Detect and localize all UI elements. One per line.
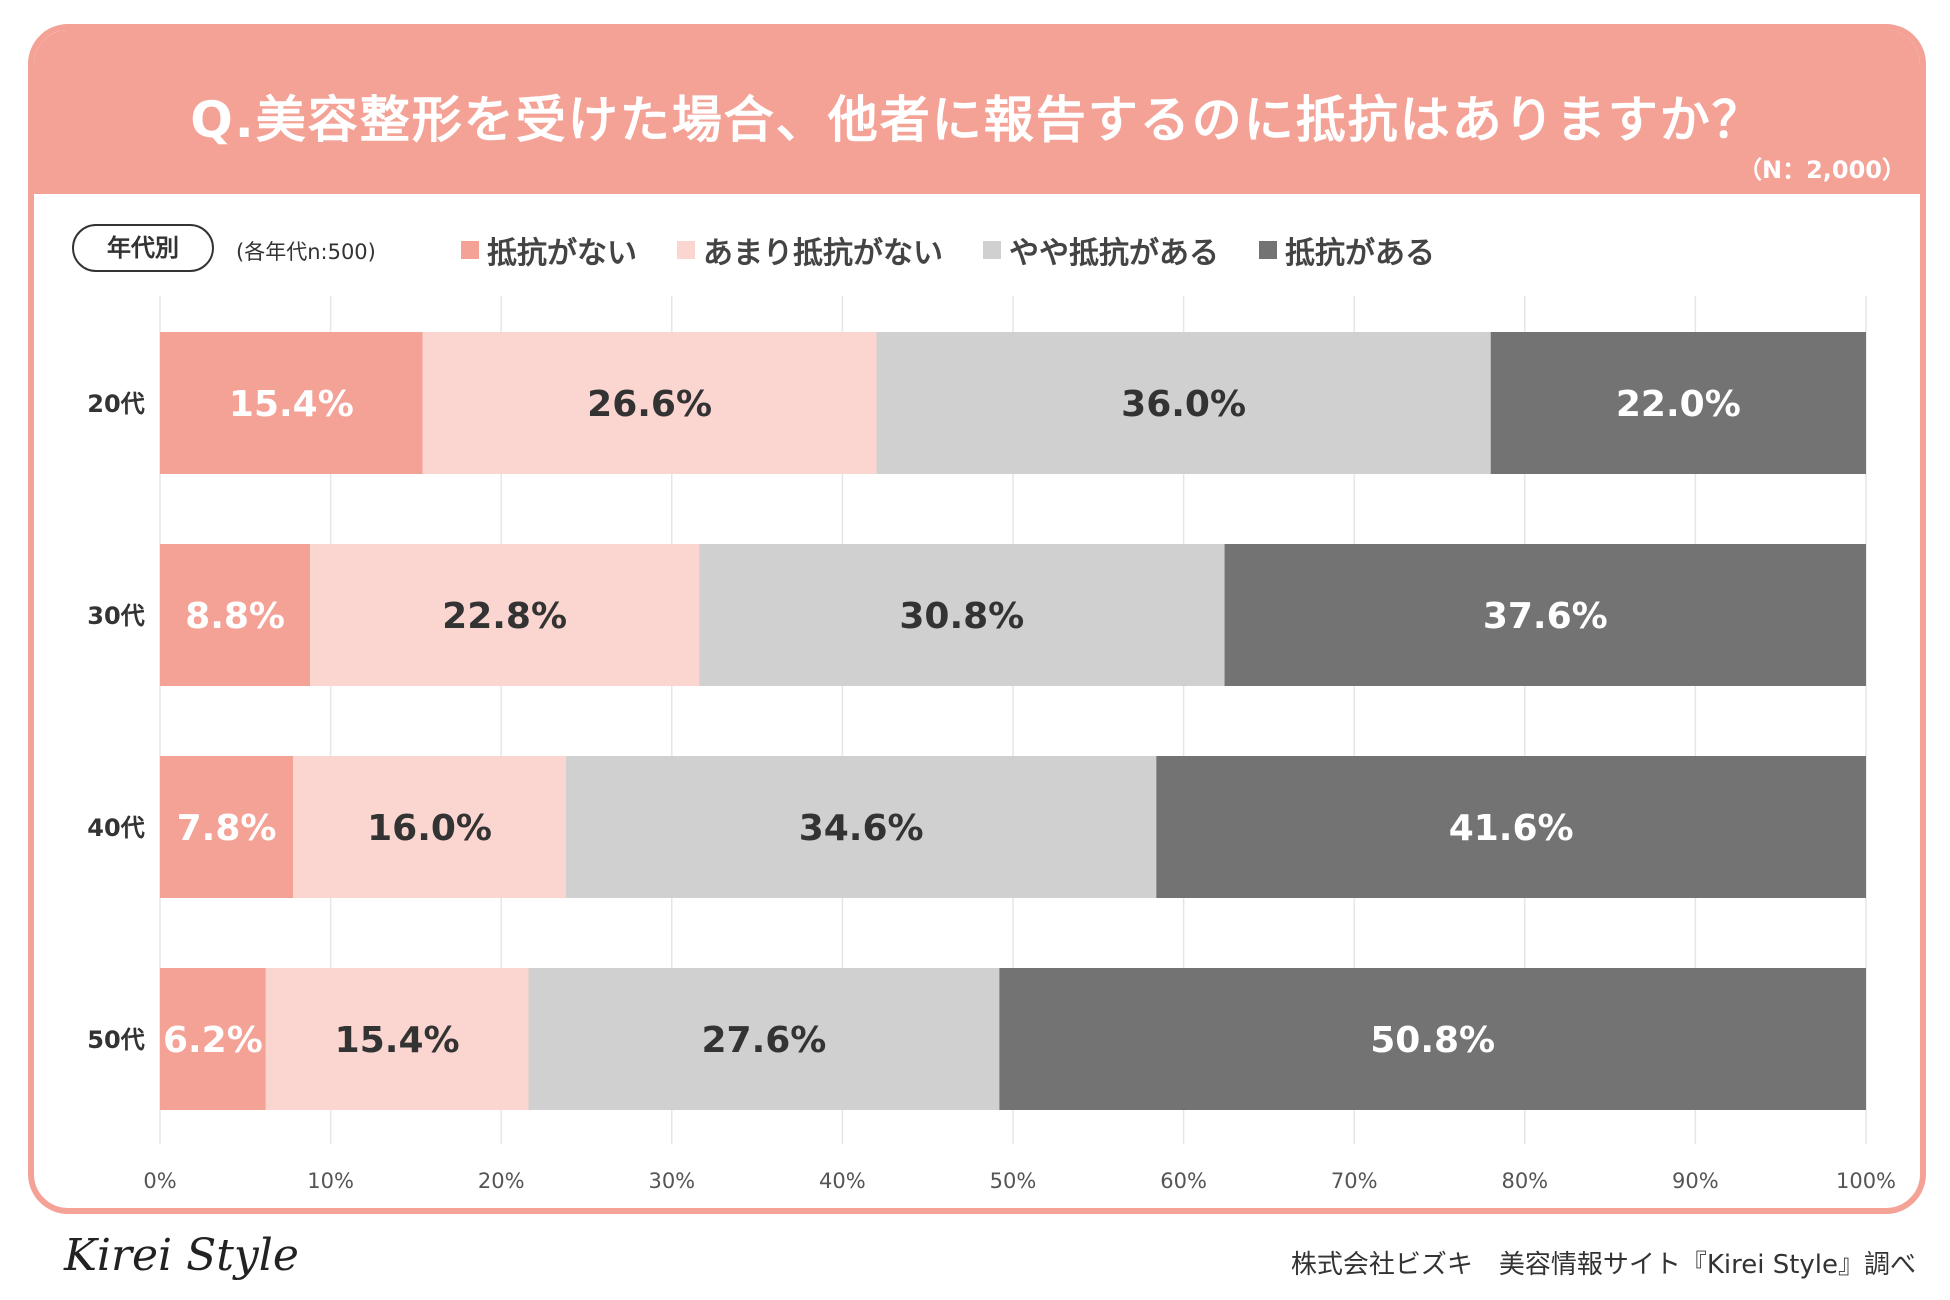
data-label: 22.8% <box>442 596 567 637</box>
x-tick-label: 10% <box>307 1169 354 1193</box>
data-label: 6.2% <box>163 1020 263 1061</box>
legend-item-resistance: 抵抗がある <box>1259 228 1435 272</box>
bar-segment <box>566 756 1157 898</box>
title-banner: Q.美容整形を受けた場合、他者に報告するのに抵抗はありますか？ （N：2,000… <box>34 30 1920 194</box>
bar-segment <box>1156 756 1866 898</box>
legend-swatch <box>1259 241 1277 259</box>
legend-swatch <box>461 241 479 259</box>
bar-segment <box>160 968 266 1110</box>
chart-title: Q.美容整形を受けた場合、他者に報告するのに抵抗はありますか？ <box>190 91 1764 149</box>
source-credit: 株式会社ビズキ 美容情報サイト『Kirei Style』調べ <box>1290 1250 1916 1280</box>
legend-label: 抵抗がない <box>487 236 637 271</box>
category-label: 20代 <box>87 390 144 418</box>
bar-segment <box>160 544 311 686</box>
category-label: 30代 <box>87 602 144 630</box>
chart-card: Q.美容整形を受けた場合、他者に報告するのに抵抗はありますか？ （N：2,000… <box>28 24 1926 1214</box>
legend-label: やや抵抗がある <box>1009 236 1219 271</box>
bar-segment <box>1224 544 1866 686</box>
x-tick-label: 30% <box>648 1169 695 1193</box>
data-label: 15.4% <box>335 1020 460 1061</box>
legend: 抵抗がない あまり抵抗がない やや抵抗がある 抵抗がある <box>461 228 1435 272</box>
age-group-note: (各年代n:500) <box>236 240 376 264</box>
bar-segment <box>528 968 1000 1110</box>
bar-segment <box>999 968 1866 1110</box>
bar-segment <box>160 756 294 898</box>
data-label: 15.4% <box>229 384 354 425</box>
data-label: 26.6% <box>587 384 712 425</box>
legend-item-no-resistance: 抵抗がない <box>461 228 637 272</box>
x-tick-label: 70% <box>1331 1169 1378 1193</box>
x-tick-label: 40% <box>819 1169 866 1193</box>
bar-segment <box>422 332 877 474</box>
bar-segment <box>293 756 567 898</box>
data-label: 16.0% <box>367 808 492 849</box>
legend-item-little-resistance: あまり抵抗がない <box>677 228 943 272</box>
data-label: 22.0% <box>1616 384 1741 425</box>
legend-label: 抵抗がある <box>1285 236 1435 271</box>
x-tick-label: 90% <box>1672 1169 1719 1193</box>
legend-item-some-resistance: やや抵抗がある <box>983 228 1219 272</box>
data-label: 27.6% <box>701 1020 826 1061</box>
sample-size: （N：2,000） <box>1738 156 1906 184</box>
category-label: 50代 <box>87 1026 144 1054</box>
stacked-bar-chart: 0% 10% 20% 30% 40% 50% 60% 70% 80% 90% 100% 20代 15.4… <box>87 296 1896 1193</box>
bar-segment <box>1490 332 1866 474</box>
data-label: 7.8% <box>177 808 277 849</box>
x-tick-label: 0% <box>143 1169 176 1193</box>
bar-segment <box>876 332 1491 474</box>
x-tick-label: 100% <box>1836 1169 1896 1193</box>
bar-segment <box>699 544 1225 686</box>
data-label: 8.8% <box>185 596 285 637</box>
x-tick-label: 60% <box>1160 1169 1207 1193</box>
kirei-style-logo: Kirei Style <box>64 1230 299 1281</box>
data-label: 37.6% <box>1483 596 1608 637</box>
x-tick-label: 20% <box>478 1169 525 1193</box>
category-label: 40代 <box>87 814 144 842</box>
data-label: 36.0% <box>1121 384 1246 425</box>
data-label: 41.6% <box>1449 808 1574 849</box>
bar-segment <box>160 332 423 474</box>
bar-segment <box>310 544 700 686</box>
data-label: 30.8% <box>899 596 1024 637</box>
age-group-badge: 年代別 <box>72 224 214 272</box>
data-label: 34.6% <box>799 808 924 849</box>
legend-label: あまり抵抗がない <box>703 236 943 271</box>
bar-segment <box>265 968 529 1110</box>
x-tick-label: 50% <box>990 1169 1037 1193</box>
x-tick-label: 80% <box>1501 1169 1548 1193</box>
legend-swatch <box>983 241 1001 259</box>
data-label: 50.8% <box>1370 1020 1495 1061</box>
legend-swatch <box>677 241 695 259</box>
